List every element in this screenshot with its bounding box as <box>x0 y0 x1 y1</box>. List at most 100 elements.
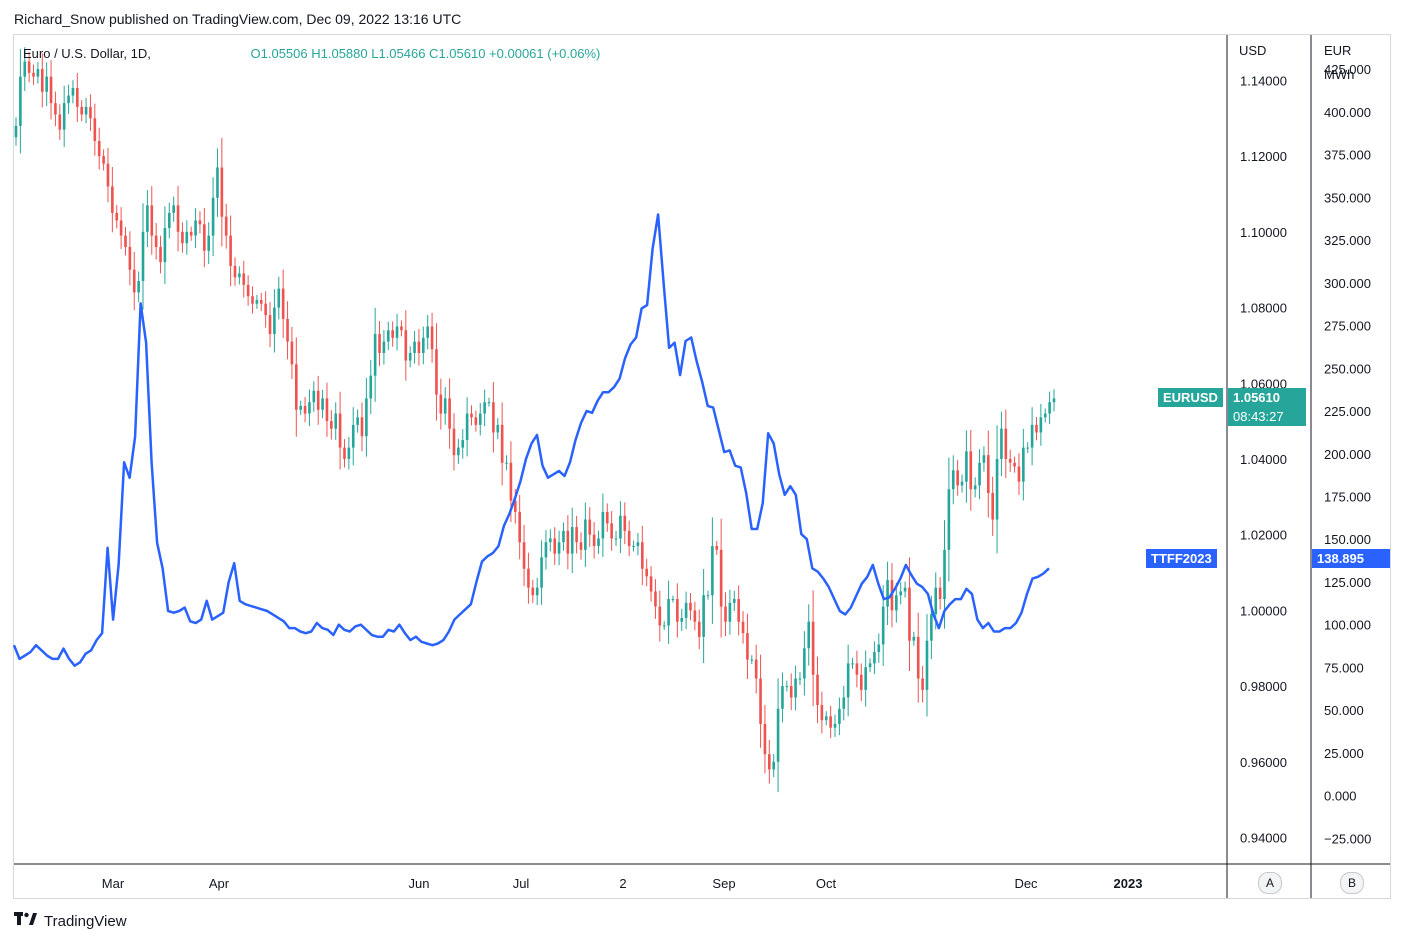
candle <box>246 275 250 306</box>
usd-tick-label: 1.08000 <box>1240 301 1287 316</box>
candle <box>487 397 491 407</box>
candle <box>356 409 359 433</box>
candle <box>426 314 430 350</box>
candle <box>1039 404 1043 446</box>
candle <box>855 650 859 688</box>
candle-body <box>45 76 48 92</box>
candle-body <box>413 341 416 353</box>
candle-body <box>220 167 224 217</box>
candle <box>500 402 504 486</box>
candle <box>238 266 241 285</box>
candle <box>562 522 565 551</box>
auto-scale-button-b[interactable]: B <box>1340 872 1364 894</box>
candle-body <box>549 538 552 543</box>
candle <box>19 49 22 154</box>
candle <box>408 346 412 368</box>
ttf-series <box>12 213 1050 667</box>
candle <box>518 494 521 560</box>
candle <box>750 655 754 665</box>
candle-body <box>124 235 127 247</box>
candle-body <box>763 723 767 755</box>
eur-tick-label: 275.000 <box>1324 319 1371 334</box>
candle <box>820 691 824 734</box>
candle <box>605 503 609 532</box>
candle <box>128 231 132 286</box>
candle <box>1017 453 1021 495</box>
candle-body <box>71 87 75 96</box>
usd-tick-label: 1.04000 <box>1240 452 1287 467</box>
candle-body <box>903 587 907 592</box>
candle-body <box>32 72 35 77</box>
candle-body <box>886 580 889 607</box>
candle-body <box>592 534 596 547</box>
candle <box>89 94 92 131</box>
legend-symbol[interactable]: Euro / U.S. Dollar, 1D, <box>23 46 151 61</box>
candle <box>189 226 193 241</box>
candle-body <box>233 265 237 278</box>
candle <box>732 590 736 611</box>
candle <box>1022 428 1025 501</box>
candle <box>290 326 294 379</box>
candle <box>991 476 994 536</box>
candle <box>1043 408 1047 423</box>
candle-body <box>286 318 289 342</box>
candle-body <box>859 674 863 690</box>
candle-body <box>750 659 754 661</box>
eurusd-series-tag: EURUSD <box>1158 388 1223 408</box>
candle <box>859 663 863 702</box>
chart-frame[interactable] <box>13 34 1391 899</box>
candle <box>443 387 447 425</box>
eur-tick-label: 125.000 <box>1324 575 1371 590</box>
candle <box>619 501 622 554</box>
candle-body <box>627 530 631 547</box>
candle-body <box>588 519 592 535</box>
candle <box>23 47 27 91</box>
candle <box>492 382 495 453</box>
auto-scale-button-a[interactable]: A <box>1258 872 1282 894</box>
candle-body <box>356 417 359 425</box>
candle <box>833 714 837 737</box>
candle <box>676 583 679 638</box>
candle <box>277 276 281 320</box>
eur-tick-label: 300.000 <box>1324 276 1371 291</box>
eur-tick-label: 250.000 <box>1324 361 1371 376</box>
candle <box>627 520 631 557</box>
candle <box>776 678 780 793</box>
candle-body <box>224 216 228 236</box>
candle-body <box>986 455 990 494</box>
time-tick-label: Oct <box>816 876 837 891</box>
candle <box>807 604 811 666</box>
candle-body <box>115 212 119 221</box>
candle <box>662 621 666 630</box>
candle <box>45 62 48 107</box>
candle <box>851 657 854 669</box>
candle <box>154 223 158 260</box>
candle-body <box>1022 447 1025 482</box>
candle <box>132 251 136 311</box>
time-tick-label: Sep <box>712 876 735 891</box>
candle <box>395 313 399 351</box>
candle-body <box>1026 447 1030 449</box>
candle-body <box>159 246 162 263</box>
candle-body <box>343 447 346 459</box>
candle-body <box>62 103 66 130</box>
eur-tick-label: 350.000 <box>1324 190 1371 205</box>
candle <box>789 673 793 711</box>
candle <box>553 527 557 565</box>
candle-body <box>741 621 745 634</box>
candle-body <box>198 220 202 225</box>
candle <box>842 685 846 721</box>
candle <box>465 397 469 457</box>
tradingview-brand[interactable]: TradingView <box>14 912 127 931</box>
candle-body <box>584 519 587 550</box>
candle <box>141 203 145 310</box>
candle-body <box>1043 413 1047 418</box>
candle <box>597 530 600 554</box>
candle <box>430 312 434 363</box>
candle-body <box>873 652 876 664</box>
candle-body <box>351 424 355 448</box>
candle-body <box>404 330 408 361</box>
candle-body <box>487 402 491 404</box>
candle-body <box>273 307 276 335</box>
